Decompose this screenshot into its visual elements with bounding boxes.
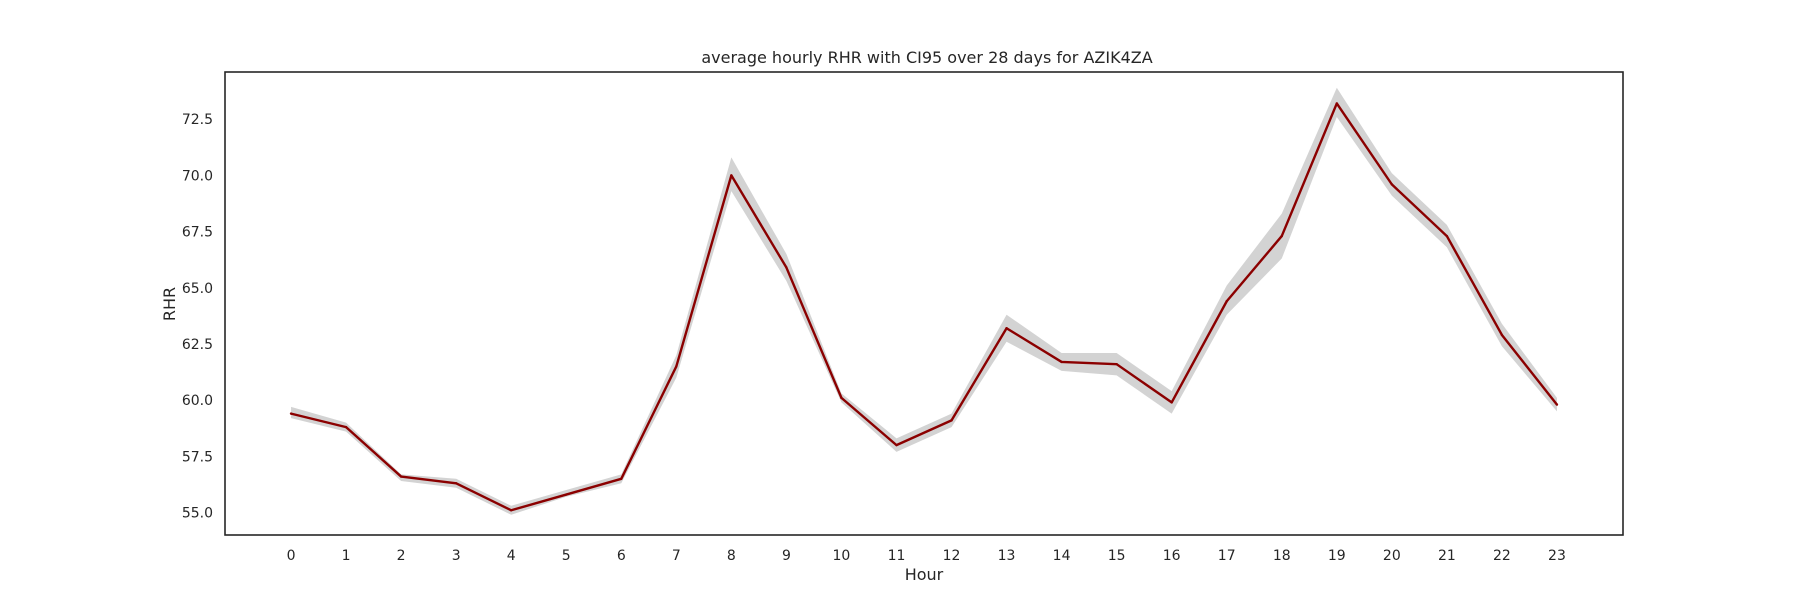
- data-point: [1500, 333, 1504, 337]
- x-axis: 0 1 2 3 4 5 6 7 8 9 10 11 12 13 14 15 16 17 18 19 20 21 22 23: [287, 548, 1566, 564]
- x-tick-label: 1: [342, 548, 351, 564]
- data-point: [1115, 362, 1118, 366]
- y-tick-label: 70.0: [182, 168, 213, 184]
- x-tick-label: 4: [507, 548, 516, 564]
- data-point: [785, 266, 788, 269]
- x-tick-label: 2: [397, 548, 406, 564]
- data-point: [620, 477, 623, 481]
- x-tick-label: 13: [998, 548, 1016, 564]
- y-tick-label: 57.5: [182, 449, 213, 465]
- x-tick-label: 8: [727, 548, 736, 564]
- x-tick-label: 22: [1493, 548, 1511, 564]
- chart-title: average hourly RHR with CI95 over 28 day…: [701, 48, 1152, 67]
- data-point: [1005, 327, 1008, 330]
- series-line: [290, 102, 1558, 512]
- data-point: [510, 509, 513, 512]
- ci-band: [291, 87, 1557, 515]
- data-point: [1445, 234, 1449, 238]
- y-tick-label: 67.5: [182, 225, 213, 241]
- x-tick-label: 15: [1108, 548, 1126, 564]
- plot-area: [289, 87, 1559, 515]
- y-tick-label: 72.5: [182, 112, 213, 128]
- x-tick-label: 5: [562, 548, 571, 564]
- x-tick-label: 3: [452, 548, 461, 564]
- data-point: [1335, 102, 1339, 105]
- x-tick-label: 11: [888, 548, 906, 564]
- x-tick-label: 19: [1328, 548, 1346, 564]
- data-point: [840, 396, 843, 400]
- data-point: [454, 482, 458, 485]
- data-point: [1170, 401, 1173, 404]
- data-point: [950, 419, 953, 422]
- data-point: [1555, 403, 1559, 406]
- data-point: [1225, 300, 1228, 303]
- x-tick-label: 18: [1273, 548, 1291, 564]
- x-tick-label: 0: [287, 548, 296, 564]
- y-axis-label: RHR: [160, 287, 179, 321]
- x-tick-label: 17: [1218, 548, 1236, 564]
- data-point: [344, 425, 348, 429]
- x-tick-label: 6: [617, 548, 626, 564]
- data-point: [730, 174, 733, 177]
- y-tick-label: 65.0: [182, 281, 213, 297]
- data-point: [565, 493, 568, 496]
- data-point: [1060, 360, 1063, 364]
- x-tick-label: 7: [672, 548, 681, 564]
- y-axis: 55.0 57.5 60.0 62.5 65.0 67.5 70.0 72.5: [182, 112, 213, 521]
- data-point: [895, 443, 898, 447]
- x-tick-label: 9: [782, 548, 791, 564]
- x-axis-label: Hour: [905, 565, 944, 584]
- x-tick-label: 10: [833, 548, 851, 564]
- x-tick-label: 23: [1548, 548, 1566, 564]
- x-tick-label: 14: [1053, 548, 1071, 564]
- y-tick-label: 60.0: [182, 393, 213, 409]
- data-point: [399, 475, 403, 478]
- y-tick-label: 62.5: [182, 337, 213, 353]
- plot-frame: [224, 71, 1624, 536]
- x-tick-label: 21: [1438, 548, 1456, 564]
- x-tick-label: 12: [943, 548, 961, 564]
- data-point: [675, 365, 678, 368]
- data-point: [1390, 183, 1394, 186]
- y-tick-label: 55.0: [182, 506, 213, 522]
- x-tick-label: 16: [1163, 548, 1181, 564]
- data-point: [1280, 234, 1283, 238]
- x-tick-label: 20: [1383, 548, 1401, 564]
- data-point: [289, 412, 293, 415]
